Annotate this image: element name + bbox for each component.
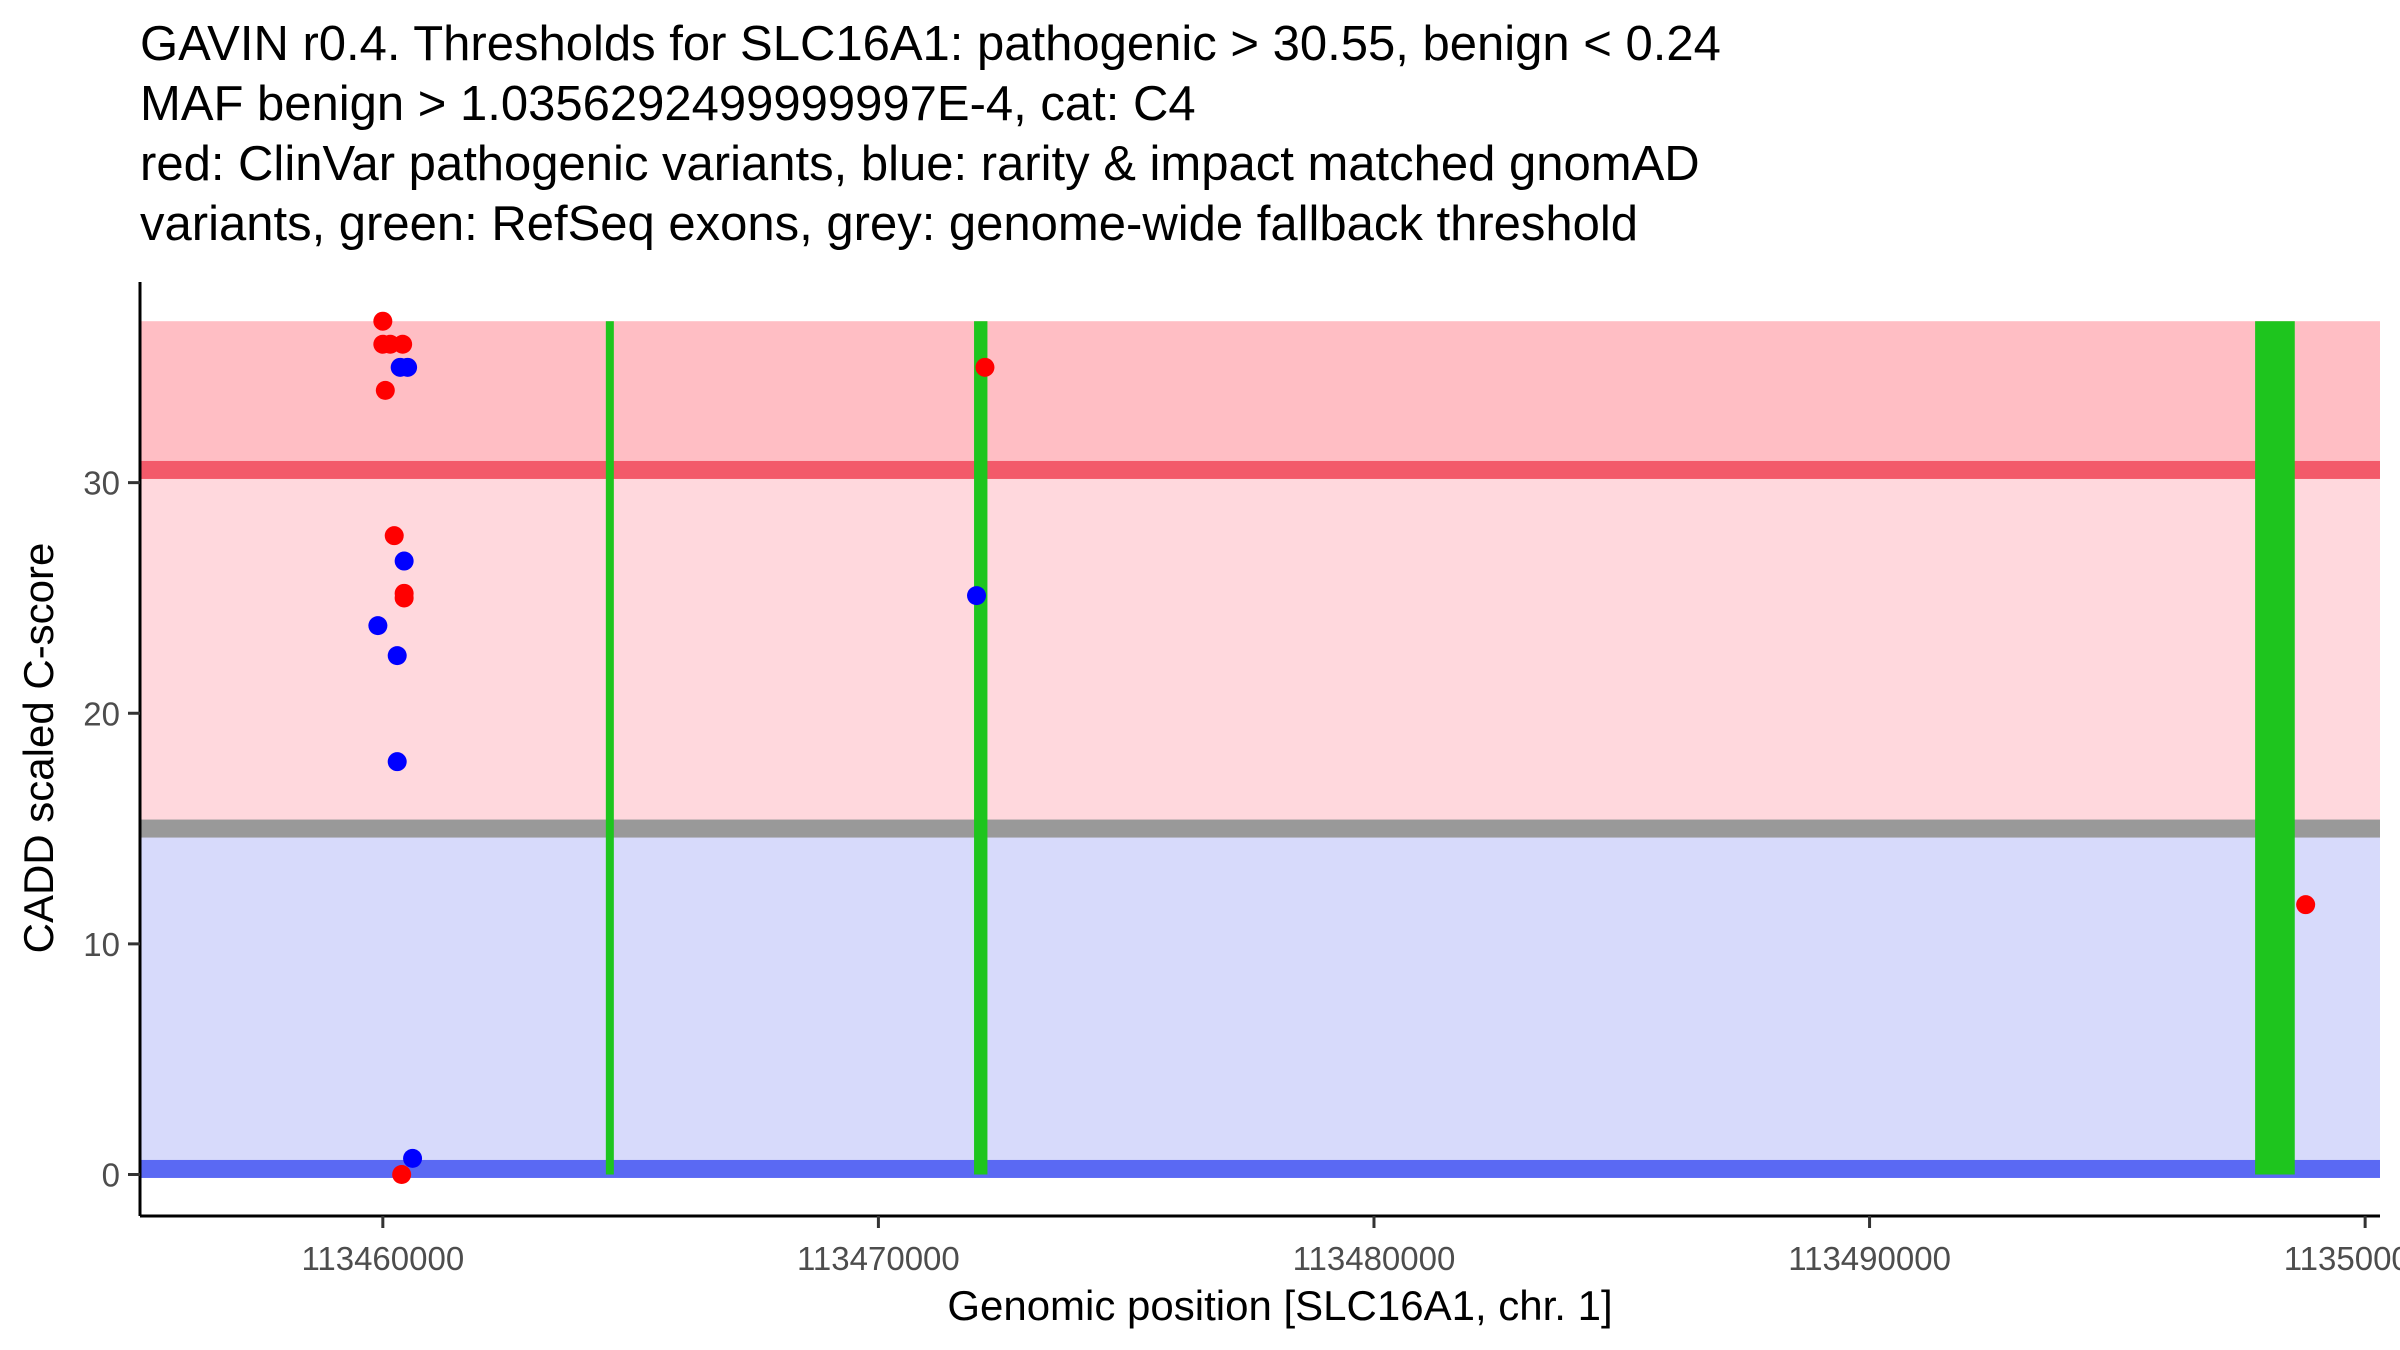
title-line-4: variants, green: RefSeq exons, grey: gen… [140,197,1639,251]
y-tick-label: 30 [83,465,120,502]
clinvar-point-10 [975,357,995,377]
title-line-1: GAVIN r0.4. Thresholds for SLC16A1: path… [140,17,1721,71]
y-tick-label: 10 [83,926,120,963]
x-axis-ticks: 113460000 113470000 113480000 113490000 1135… [301,1216,2400,1277]
exon-bars [605,321,2295,1175]
gnomad-point-4 [368,616,388,636]
benign-zone [140,828,2380,1169]
x-tick-label: 113490000 [1788,1240,1951,1277]
x-tick-label: 113480000 [1293,1240,1456,1277]
title-line-2: MAF benign > 1.0356292499999997E-4, cat:… [140,77,1196,131]
title-line-3: red: ClinVar pathogenic variants, blue: … [140,137,1700,191]
clinvar-point-5 [375,380,395,400]
gnomad-point-6 [387,752,407,772]
x-tick-label: 113500000 [2284,1240,2400,1277]
threshold-lines [140,460,2380,1178]
pathogenic-zone [140,469,2380,829]
exon-bar-2 [974,321,988,1175]
gnomad-point-7 [403,1148,423,1168]
exon-bar-1 [605,321,614,1175]
y-axis-label: CADD scaled C-score [15,543,62,954]
threshold-bands [140,321,2380,1169]
chart-title: GAVIN r0.4. Thresholds for SLC16A1: path… [140,14,2340,254]
gnomad-point-5 [387,646,407,666]
clinvar-point-4 [393,334,413,354]
clinvar-point-8 [394,588,414,608]
x-axis-label: Genomic position [SLC16A1, chr. 1] [947,1282,1612,1329]
gnomad-point-3 [394,551,414,571]
strong-pathogenic-zone [140,321,2380,470]
variant-points [368,311,2316,1184]
gnomad-point-2 [398,357,418,377]
benign-threshold [140,1159,2380,1178]
x-tick-label: 113470000 [797,1240,960,1277]
clinvar-point-1 [373,311,393,331]
gnomad-point-8 [967,586,987,606]
x-tick-label: 113460000 [301,1240,464,1277]
pathogenic-threshold [140,460,2380,479]
fallback-threshold [140,819,2380,838]
clinvar-point-6 [384,526,404,546]
clinvar-point-11 [2296,895,2316,915]
y-tick-label: 0 [102,1156,120,1193]
y-tick-label: 20 [83,695,120,732]
y-axis-ticks: 0 10 20 30 [83,465,140,1193]
clinvar-point-9 [392,1164,412,1184]
exon-bar-3 [2255,321,2295,1175]
